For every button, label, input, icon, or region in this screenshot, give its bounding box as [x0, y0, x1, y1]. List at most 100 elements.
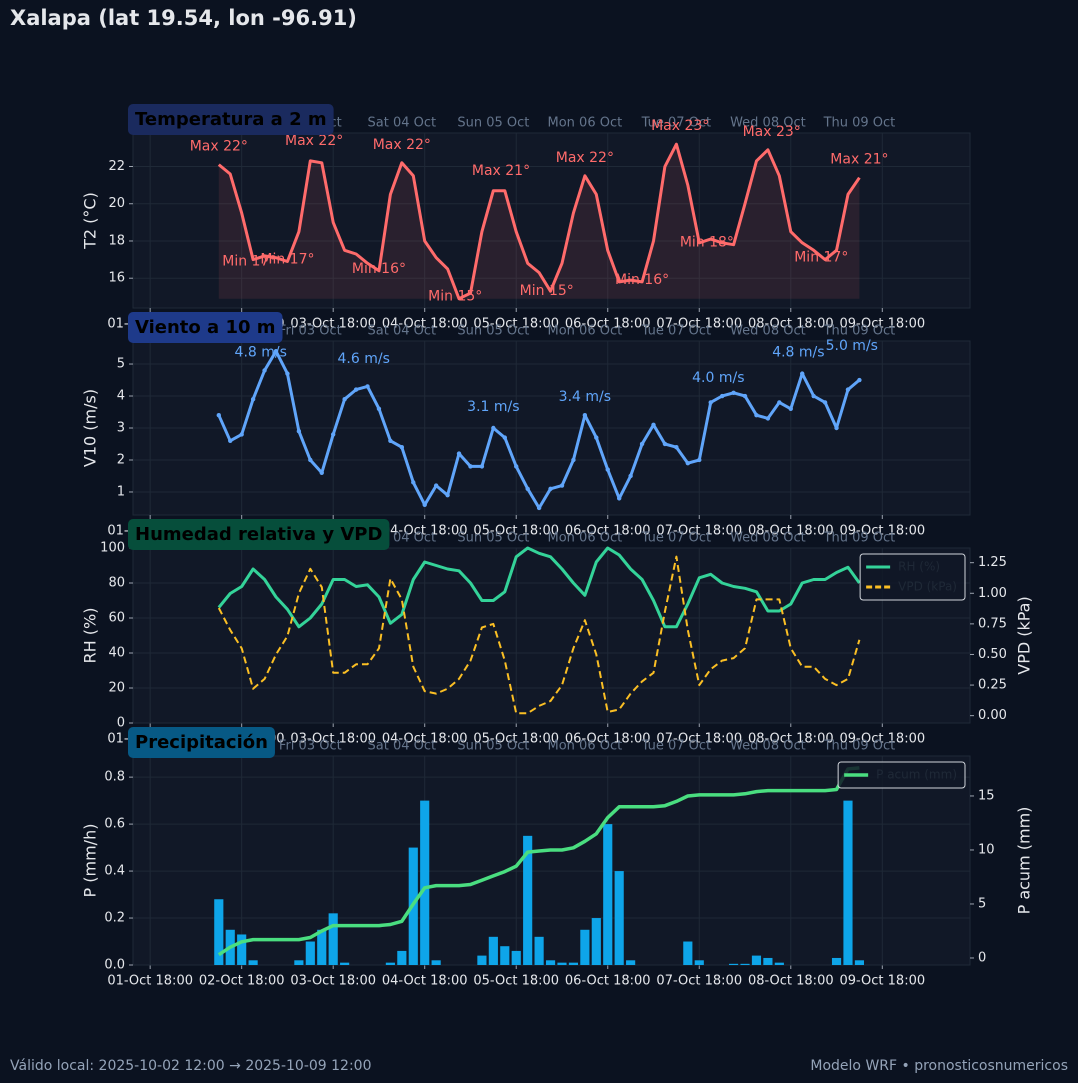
footer-right: Modelo WRF • pronosticosnumericos — [810, 1058, 1068, 1074]
annotation: Min 16° — [615, 272, 669, 288]
y-axis-label: V10 (m/s) — [81, 389, 100, 467]
day-label: Thu 09 Oct — [823, 324, 896, 339]
marker — [639, 441, 645, 447]
legend-box — [837, 761, 966, 789]
bar — [294, 960, 304, 965]
marker — [376, 406, 382, 412]
day-label: Tue 07 Oct — [641, 324, 712, 339]
marker — [548, 486, 553, 491]
marker — [697, 457, 702, 463]
panel-title: Viento a 10 m — [135, 317, 276, 338]
marker — [754, 413, 759, 418]
bar — [843, 800, 853, 965]
y2-tick-label: 0.00 — [978, 708, 1007, 723]
bar — [340, 962, 350, 965]
annotation: 3.4 m/s — [559, 389, 611, 405]
bar — [500, 946, 510, 965]
day-label: Sun 05 Oct — [457, 324, 529, 339]
panel-title: Humedad relativa y VPD — [135, 524, 382, 545]
footer-left: Válido local: 2025-10-02 12:00 → 2025-10… — [10, 1058, 371, 1074]
marker — [616, 496, 622, 501]
bar — [477, 955, 487, 965]
bar — [751, 955, 762, 965]
bar — [603, 824, 613, 965]
annotation: Min 17° — [260, 251, 314, 267]
marker — [228, 438, 233, 443]
day-label: Tue 07 Oct — [641, 531, 712, 546]
annotation: Min 18° — [680, 235, 734, 251]
panel-title: Temperatura a 2 m — [135, 109, 327, 130]
y-tick-label: 4 — [117, 389, 125, 404]
line — [217, 546, 861, 629]
y2-tick-label: 0.25 — [978, 678, 1007, 693]
x-tick-label: 04-Oct 18:00 — [382, 974, 468, 989]
x-tick-label: 09-Oct 18:00 — [839, 524, 925, 539]
y2-tick-label: 1.00 — [978, 586, 1007, 601]
marker — [822, 400, 828, 405]
bar — [591, 918, 601, 965]
marker — [285, 371, 290, 376]
annotation: 4.8 m/s — [235, 344, 287, 360]
legend: P acum (mm) — [837, 761, 966, 789]
y2-tick-label: 1.25 — [978, 555, 1007, 570]
panel-title: Precipitación — [135, 732, 268, 753]
annotation: Max 21° — [830, 152, 888, 168]
marker — [388, 438, 393, 443]
legend-label: P acum (mm) — [876, 768, 957, 782]
bar — [317, 929, 327, 965]
y2-tick-label: 10 — [978, 842, 995, 857]
y2-axis-label: VPD (kPa) — [1015, 596, 1034, 674]
marker — [834, 425, 839, 431]
marker — [365, 384, 370, 389]
marker — [262, 368, 267, 373]
y-tick-label: 80 — [108, 576, 125, 591]
marker — [445, 492, 450, 498]
marker — [857, 377, 862, 383]
day-label: Wed 08 Oct — [730, 531, 806, 546]
bar — [511, 950, 521, 965]
annotation: 4.6 m/s — [338, 351, 390, 367]
legend-label: VPD (kPa) — [898, 580, 957, 594]
bar — [580, 929, 590, 965]
marker — [536, 505, 542, 511]
y-tick-label: 0.4 — [104, 864, 125, 879]
marker — [651, 422, 656, 428]
bar — [854, 960, 864, 965]
marker — [845, 387, 851, 392]
bar — [328, 913, 338, 965]
bar — [694, 960, 704, 965]
day-label: Sat 04 Oct — [368, 116, 437, 131]
annotation: Max 23° — [651, 118, 709, 134]
marker — [422, 502, 427, 507]
day-label: Sat 04 Oct — [368, 739, 437, 754]
bar — [305, 941, 315, 965]
marker — [582, 413, 588, 418]
annotation: Max 21° — [472, 163, 530, 179]
marker — [800, 371, 805, 376]
day-label: Fri 03 Oct — [279, 324, 342, 339]
annotation: Max 23° — [743, 124, 801, 140]
bar — [740, 963, 750, 965]
day-label: Fri 03 Oct — [279, 739, 342, 754]
day-label: Thu 09 Oct — [823, 531, 896, 546]
marker — [319, 470, 324, 475]
annotation: 3.1 m/s — [467, 399, 519, 415]
day-label: Mon 06 Oct — [548, 531, 623, 546]
panel-title-badge — [128, 519, 390, 550]
day-label: Mon 06 Oct — [548, 324, 623, 339]
y-tick-label: 0.6 — [104, 817, 125, 832]
x-tick-label: 08-Oct 18:00 — [748, 317, 834, 332]
x-tick-label: 09-Oct 18:00 — [839, 732, 925, 747]
y-tick-label: 100 — [100, 541, 125, 556]
marker — [514, 464, 519, 469]
marker — [216, 413, 221, 418]
marker — [571, 457, 576, 463]
bar — [774, 962, 784, 965]
y-tick-label: 20 — [108, 196, 125, 211]
legend-label: RH (%) — [898, 560, 940, 574]
y-tick-label: 60 — [108, 611, 125, 626]
y-tick-label: 5 — [117, 357, 125, 372]
bar — [248, 960, 258, 965]
